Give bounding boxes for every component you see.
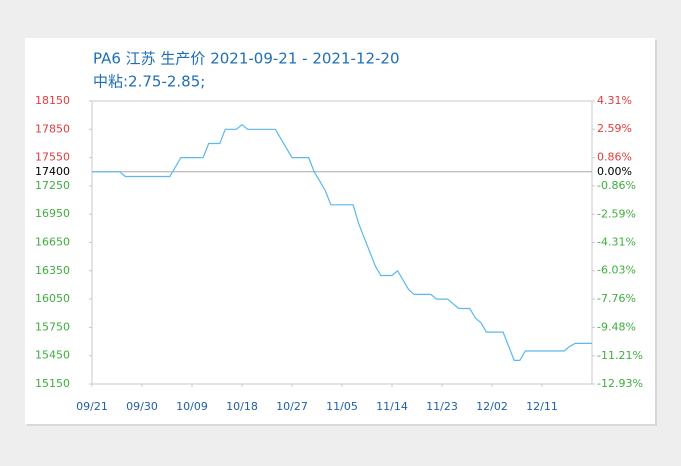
- y2-tick-label: -6.03%: [597, 264, 636, 277]
- chart-subtitle: 中粘:2.75-2.85;: [93, 73, 205, 91]
- x-tick-label: 10/18: [226, 400, 258, 413]
- chart-title: PA6 江苏 生产价 2021-09-21 - 2021-12-20: [93, 50, 400, 68]
- y-tick-label: 17550: [35, 151, 70, 164]
- y-tick-label: 16050: [35, 292, 70, 305]
- y2-tick-label: -2.59%: [597, 207, 636, 220]
- x-tick-label: 09/21: [76, 400, 108, 413]
- y2-tick-label: -12.93%: [597, 377, 643, 390]
- y-tick-label: 17850: [35, 122, 70, 135]
- y2-tick-label: 2.59%: [597, 122, 632, 135]
- y2-tick-label: -11.21%: [597, 349, 643, 362]
- baseline-label: 17400: [35, 165, 70, 178]
- y2-tick-label: -7.76%: [597, 292, 636, 305]
- x-tick-label: 11/14: [376, 400, 408, 413]
- y2-tick-label: -9.48%: [597, 320, 636, 333]
- x-tick-label: 10/09: [176, 400, 208, 413]
- x-tick-label: 09/30: [126, 400, 158, 413]
- y-tick-label: 16350: [35, 264, 70, 277]
- x-tick-label: 11/23: [426, 400, 458, 413]
- y-tick-label: 16950: [35, 207, 70, 220]
- y-tick-label: 15450: [35, 349, 70, 362]
- price-line: [92, 123, 592, 361]
- x-tick-label: 12/11: [526, 400, 558, 413]
- y-tick-label: 16650: [35, 236, 70, 249]
- x-tick-label: 10/27: [276, 400, 308, 413]
- y-tick-label: 18150: [35, 94, 70, 107]
- y-tick-label: 17250: [35, 179, 70, 192]
- card: [25, 38, 655, 424]
- y2-tick-label: -0.86%: [597, 179, 636, 192]
- x-tick-label: 11/05: [326, 400, 358, 413]
- x-tick-label: 12/02: [476, 400, 508, 413]
- y2-baseline-label: 0.00%: [597, 165, 632, 178]
- y2-tick-label: 4.31%: [597, 94, 632, 107]
- y2-tick-label: 0.86%: [597, 151, 632, 164]
- y2-tick-label: -4.31%: [597, 236, 636, 249]
- y-tick-label: 15150: [35, 377, 70, 390]
- y-tick-label: 15750: [35, 320, 70, 333]
